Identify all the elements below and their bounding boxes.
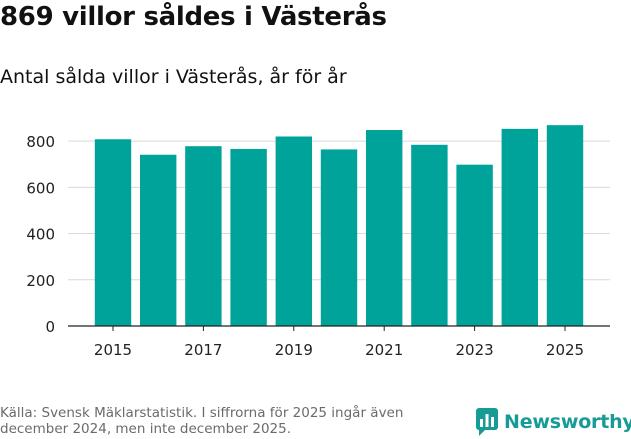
bar-2015 xyxy=(94,139,132,326)
axes xyxy=(68,325,610,331)
x-tick-label-2017: 2017 xyxy=(184,341,222,359)
x-tick-label-2023: 2023 xyxy=(456,341,494,359)
bars xyxy=(94,125,584,326)
y-tick-label-600: 600 xyxy=(26,179,55,197)
source-note: Källa: Svensk Mäklarstatistik. I siffror… xyxy=(0,405,404,437)
x-tick-label-2015: 2015 xyxy=(94,341,132,359)
x-tick-label-2021: 2021 xyxy=(365,341,403,359)
bar-2024 xyxy=(501,128,538,326)
tick-labels: 0 200 400 600 800 2015 2017 2019 2021 2023 2025 xyxy=(26,133,584,359)
y-tick-label-800: 800 xyxy=(26,133,55,151)
bar-2021 xyxy=(366,130,403,326)
bar-2019 xyxy=(275,136,312,326)
bar-chart: 0 200 400 600 800 2015 2017 2019 2021 2023 2025 xyxy=(26,125,610,359)
y-tick-label-200: 200 xyxy=(26,272,55,290)
y-tick-label-400: 400 xyxy=(26,226,55,244)
bar-2018 xyxy=(230,148,267,326)
bar-2025 xyxy=(546,125,584,326)
bar-2016 xyxy=(140,154,177,326)
bar-2020 xyxy=(320,149,358,326)
bar-2023 xyxy=(456,164,493,326)
x-tick-label-2025: 2025 xyxy=(546,341,584,359)
chart-title: 869 villor såldes i Västerås xyxy=(0,2,387,32)
x-tick-label-2019: 2019 xyxy=(275,341,313,359)
chart-subtitle: Antal sålda villor i Västerås, år för år xyxy=(0,66,347,88)
y-tick-label-0: 0 xyxy=(45,318,55,336)
newsworthy-logo: Newsworthy xyxy=(476,408,631,436)
bar-2017 xyxy=(185,146,222,326)
bar-2022 xyxy=(411,144,448,326)
bar-chart-logo-icon xyxy=(476,408,498,436)
logo-text: Newsworthy xyxy=(504,411,631,433)
